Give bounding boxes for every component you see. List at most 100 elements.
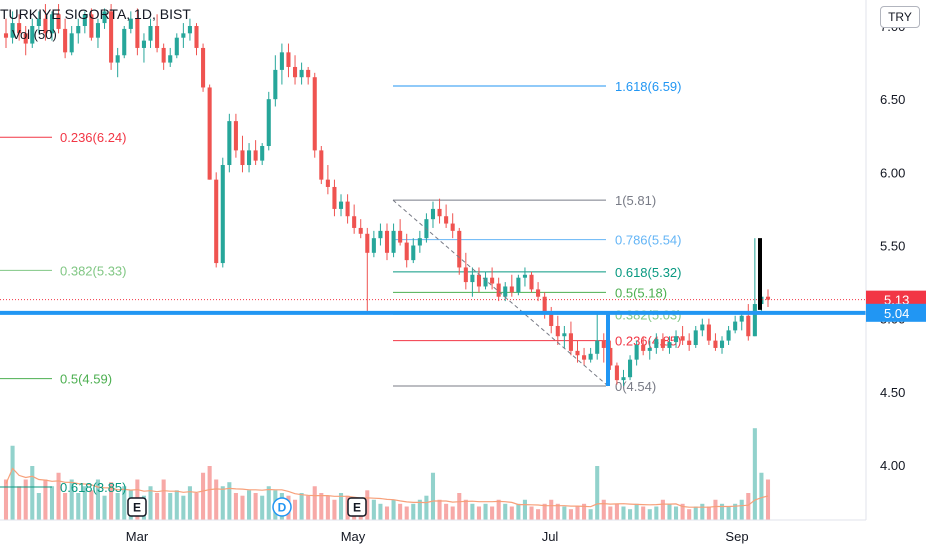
support-price-tag[interactable]: 5.04 [866, 303, 926, 322]
volume-indicator-label[interactable]: Vol (50) [12, 27, 57, 42]
candle-body [680, 336, 685, 341]
candle-body [187, 26, 192, 34]
dividend-marker[interactable]: D [272, 497, 292, 517]
earnings-marker[interactable]: E [347, 497, 367, 517]
symbol-title[interactable]: TURKIYE SIGORTA, 1D, BIST [0, 6, 191, 22]
volume-bar [30, 466, 35, 520]
candle [17, 14, 22, 41]
volume-bar [207, 466, 212, 520]
candle-body [155, 26, 160, 48]
volume-bar [463, 499, 468, 520]
candle [30, 18, 35, 48]
candle [201, 43, 206, 92]
volume-bar [49, 486, 55, 520]
volume-bar [614, 503, 619, 520]
volume-bar [227, 482, 232, 520]
candle-body [227, 121, 232, 166]
candle [319, 145, 324, 185]
candle-body [312, 77, 317, 151]
volume-bar [542, 503, 547, 520]
volume-bar [496, 499, 501, 520]
volume-bar [266, 486, 271, 520]
candle-body [444, 216, 449, 224]
fib-left-label: 0.618(3.85) [60, 480, 127, 495]
time-axis[interactable]: Mar May Jul Sep [126, 529, 749, 544]
candle-body [260, 145, 265, 161]
earnings-marker[interactable]: E [127, 497, 147, 517]
volume-bar [194, 493, 199, 520]
candle [168, 47, 173, 67]
candle-body [273, 69, 278, 100]
volume-bar [739, 499, 744, 520]
volume-bar [299, 493, 304, 520]
candle [562, 325, 567, 348]
fib-left-level[interactable]: 0.618(3.85) [0, 480, 127, 495]
candle [10, 11, 15, 44]
price-tick-label: 4.00 [880, 458, 905, 473]
candle [325, 165, 330, 195]
volume-bar [746, 493, 751, 520]
candle [240, 135, 245, 173]
event-marker-label: D [278, 501, 287, 515]
candle [56, 4, 61, 34]
candle-body [148, 26, 153, 41]
fib-left-level[interactable]: 0.236(6.24) [0, 130, 127, 145]
volume-bar [509, 506, 514, 520]
volume-bar [319, 493, 324, 520]
volume-bar [292, 499, 298, 520]
support-price-tag-label: 5.04 [884, 306, 909, 321]
candle-body [63, 28, 68, 53]
candle-body [352, 216, 357, 228]
candle [693, 325, 698, 348]
candle-body [371, 238, 376, 253]
fib-right-level[interactable]: 0.786(5.54) [393, 233, 682, 248]
candle-body [3, 33, 9, 38]
candle [634, 340, 639, 366]
candle-body [601, 340, 606, 348]
volume-bar [430, 472, 436, 520]
candle [43, 4, 48, 41]
candle [194, 23, 199, 56]
volume-bar [555, 503, 560, 520]
volume-bar [667, 503, 672, 520]
candle-body [240, 150, 245, 166]
candle [555, 315, 560, 346]
fib-right-level[interactable]: 0(4.54) [393, 379, 656, 394]
volume-bar [417, 499, 422, 520]
fibonacci-levels[interactable]: 0.236(6.24) 0.382(5.33) 0.5(4.59) 0.618(3.8… [0, 79, 682, 495]
volume-bar [36, 493, 41, 520]
candle [332, 179, 337, 217]
candle [155, 14, 160, 53]
candle [411, 238, 416, 264]
candle-body [588, 353, 593, 360]
volume-bar [608, 506, 613, 520]
fib-left-level[interactable]: 0.5(4.59) [0, 372, 112, 387]
candle [746, 304, 751, 341]
volume-bar [89, 490, 94, 520]
candle [765, 289, 771, 307]
candle-body [706, 324, 711, 341]
volume-bar [247, 490, 252, 520]
volume-bar [56, 472, 61, 520]
volume-bar [476, 506, 482, 520]
candle [641, 336, 646, 356]
fib-right-level[interactable]: 1(5.81) [393, 193, 656, 208]
volume-bar [628, 509, 633, 520]
fib-right-level[interactable]: 0.618(5.32) [393, 265, 682, 280]
price-axis[interactable]: 4.004.505.005.506.006.507.005.135.04 [0, 0, 926, 521]
fib-right-label: 0.236(4.85) [615, 334, 682, 349]
candle [161, 43, 166, 70]
candle [115, 47, 120, 78]
fib-left-level[interactable]: 0.382(5.33) [0, 263, 127, 278]
volume-bar [10, 445, 15, 520]
candle-body [470, 274, 475, 283]
volume-bar [562, 506, 567, 520]
volume-bar [516, 503, 521, 520]
currency-button[interactable]: TRY [880, 6, 920, 28]
fib-right-level[interactable]: 1.618(6.59) [393, 79, 682, 94]
candle-body [693, 330, 698, 346]
candle-body [568, 333, 573, 351]
candle [503, 282, 508, 302]
